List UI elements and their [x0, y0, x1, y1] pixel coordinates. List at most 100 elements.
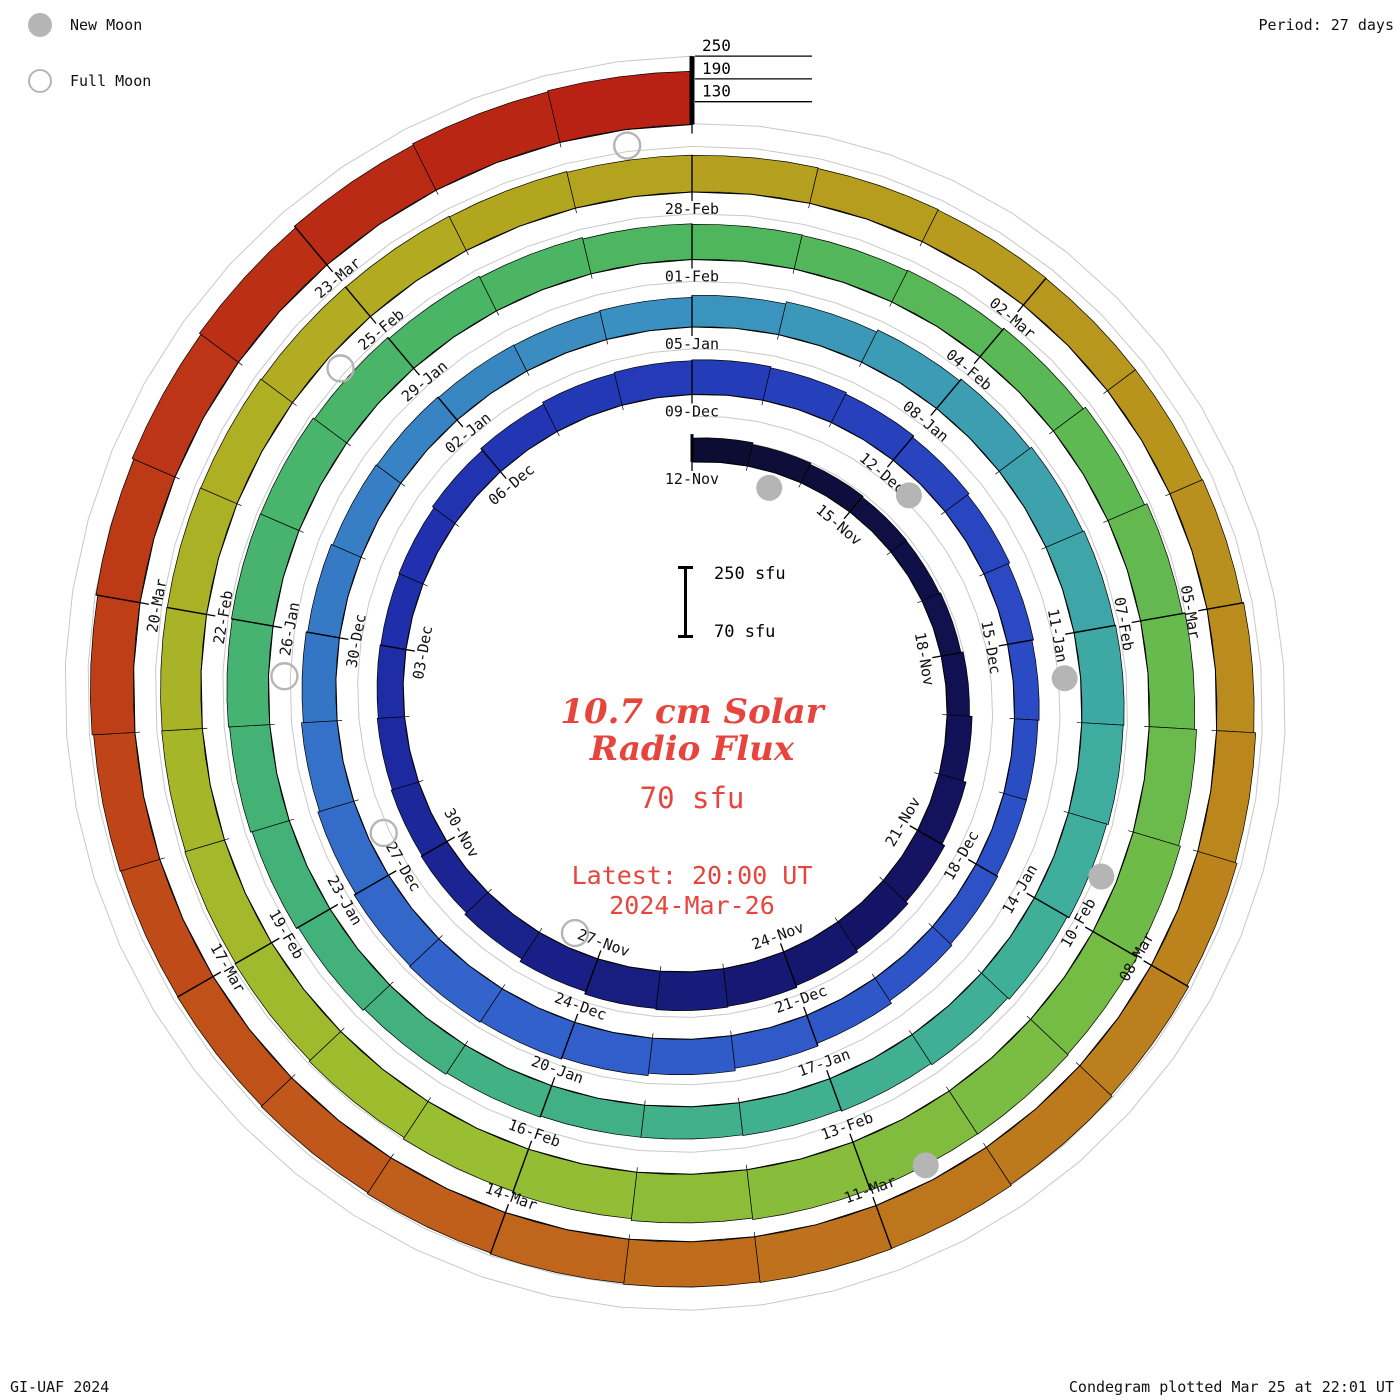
new-moon-marker: [895, 482, 922, 509]
segment-divider: [560, 1022, 576, 1060]
day-tick: [236, 503, 242, 507]
flux-bar: [431, 449, 501, 524]
day-tick: [849, 1133, 854, 1143]
day-tick: [606, 339, 609, 345]
segment-divider: [936, 378, 962, 409]
day-tick: [1041, 546, 1047, 550]
latest-date: 2024-Mar-26: [609, 890, 775, 920]
flux-bar: [448, 171, 576, 251]
new-moon-icon: [28, 13, 52, 37]
day-tick: [389, 981, 394, 986]
day-tick: [238, 362, 243, 366]
day-tick: [1049, 430, 1054, 435]
day-tick: [792, 268, 795, 274]
segment-divider: [852, 1141, 872, 1191]
day-tick: [206, 613, 216, 617]
day-tick: [556, 431, 560, 437]
day-tick: [139, 602, 149, 605]
segment-divider: [296, 908, 331, 929]
segment-divider: [941, 651, 964, 657]
segment-divider: [892, 435, 915, 461]
segment-divider: [849, 495, 864, 513]
day-tick: [973, 356, 981, 365]
day-tick: [159, 857, 165, 860]
scale-bar-line: [678, 566, 693, 638]
segment-divider: [975, 863, 999, 878]
day-tick: [872, 1196, 877, 1206]
day-tick: [659, 966, 662, 972]
day-tick: [722, 963, 724, 969]
day-tick: [405, 648, 415, 652]
flux-bar: [691, 359, 772, 401]
day-tick: [289, 818, 295, 821]
day-tick: [271, 937, 280, 944]
day-tick: [504, 1203, 510, 1213]
chart-title-block: 10.7 cm Solar Radio Flux 70 sfu Latest: …: [560, 693, 823, 921]
segment-divider: [387, 336, 415, 369]
flux-bar: [376, 644, 407, 719]
day-tick: [1026, 1015, 1031, 1020]
flux-bar: [754, 1205, 893, 1283]
flux-bar: [398, 507, 456, 585]
day-tick: [212, 971, 222, 978]
flux-bar: [226, 618, 274, 728]
segment-divider: [420, 840, 448, 857]
flux-bar: [1206, 602, 1255, 734]
day-tick: [1084, 926, 1094, 933]
day-tick: [1165, 493, 1171, 497]
radial-axis-label: 190: [702, 59, 731, 78]
day-tick: [871, 973, 876, 979]
chart-title: 10.7 cm Solar Radio Flux: [560, 693, 823, 770]
day-tick: [538, 927, 543, 933]
day-tick: [803, 1006, 808, 1016]
flux-bar: [640, 1102, 744, 1140]
flux-bar: [412, 91, 561, 191]
day-tick: [745, 1164, 748, 1170]
day-tick: [353, 799, 359, 802]
date-label: 12-Nov: [665, 470, 719, 488]
full-moon-marker: [560, 918, 590, 948]
chart-title-line2: Radio Flux: [589, 729, 795, 770]
flux-bar: [1007, 639, 1040, 721]
segment-divider: [177, 975, 214, 998]
day-tick: [174, 476, 180, 480]
segment-divider: [1206, 602, 1244, 610]
date-label: 09-Dec: [665, 403, 719, 421]
flux-bar: [251, 820, 331, 929]
day-tick: [879, 876, 884, 881]
day-tick: [526, 370, 530, 376]
day-tick: [435, 190, 439, 195]
segment-divider: [166, 606, 207, 616]
day-tick: [889, 301, 893, 307]
day-tick: [272, 625, 282, 629]
day-tick: [919, 241, 923, 247]
day-tick: [487, 888, 492, 893]
flux-bar: [160, 606, 207, 732]
day-tick: [1103, 390, 1108, 394]
new-moon-marker: [1088, 863, 1115, 890]
day-tick: [422, 583, 428, 587]
date-label: 26-Jan: [276, 601, 303, 657]
segment-divider: [1151, 964, 1189, 988]
day-tick: [917, 600, 923, 604]
segment-divider: [584, 958, 599, 995]
new-moon-marker: [1051, 665, 1078, 692]
day-tick: [550, 1077, 556, 1086]
day-tick: [826, 1070, 831, 1079]
segment-divider: [344, 286, 371, 318]
segment-divider: [437, 396, 458, 421]
day-tick: [1063, 810, 1069, 814]
flux-bar: [691, 155, 819, 204]
day-tick: [346, 442, 351, 447]
spiral-baseline: [133, 124, 1218, 1243]
day-tick: [738, 1097, 740, 1103]
day-tick: [967, 858, 977, 865]
new-moon-marker: [756, 474, 783, 501]
flux-bar: [161, 728, 225, 853]
day-tick: [808, 203, 811, 209]
day-tick: [934, 772, 940, 775]
radial-axis-label: 130: [702, 82, 731, 101]
day-tick: [761, 400, 764, 406]
day-tick: [1075, 1062, 1080, 1067]
segment-divider: [95, 594, 141, 604]
